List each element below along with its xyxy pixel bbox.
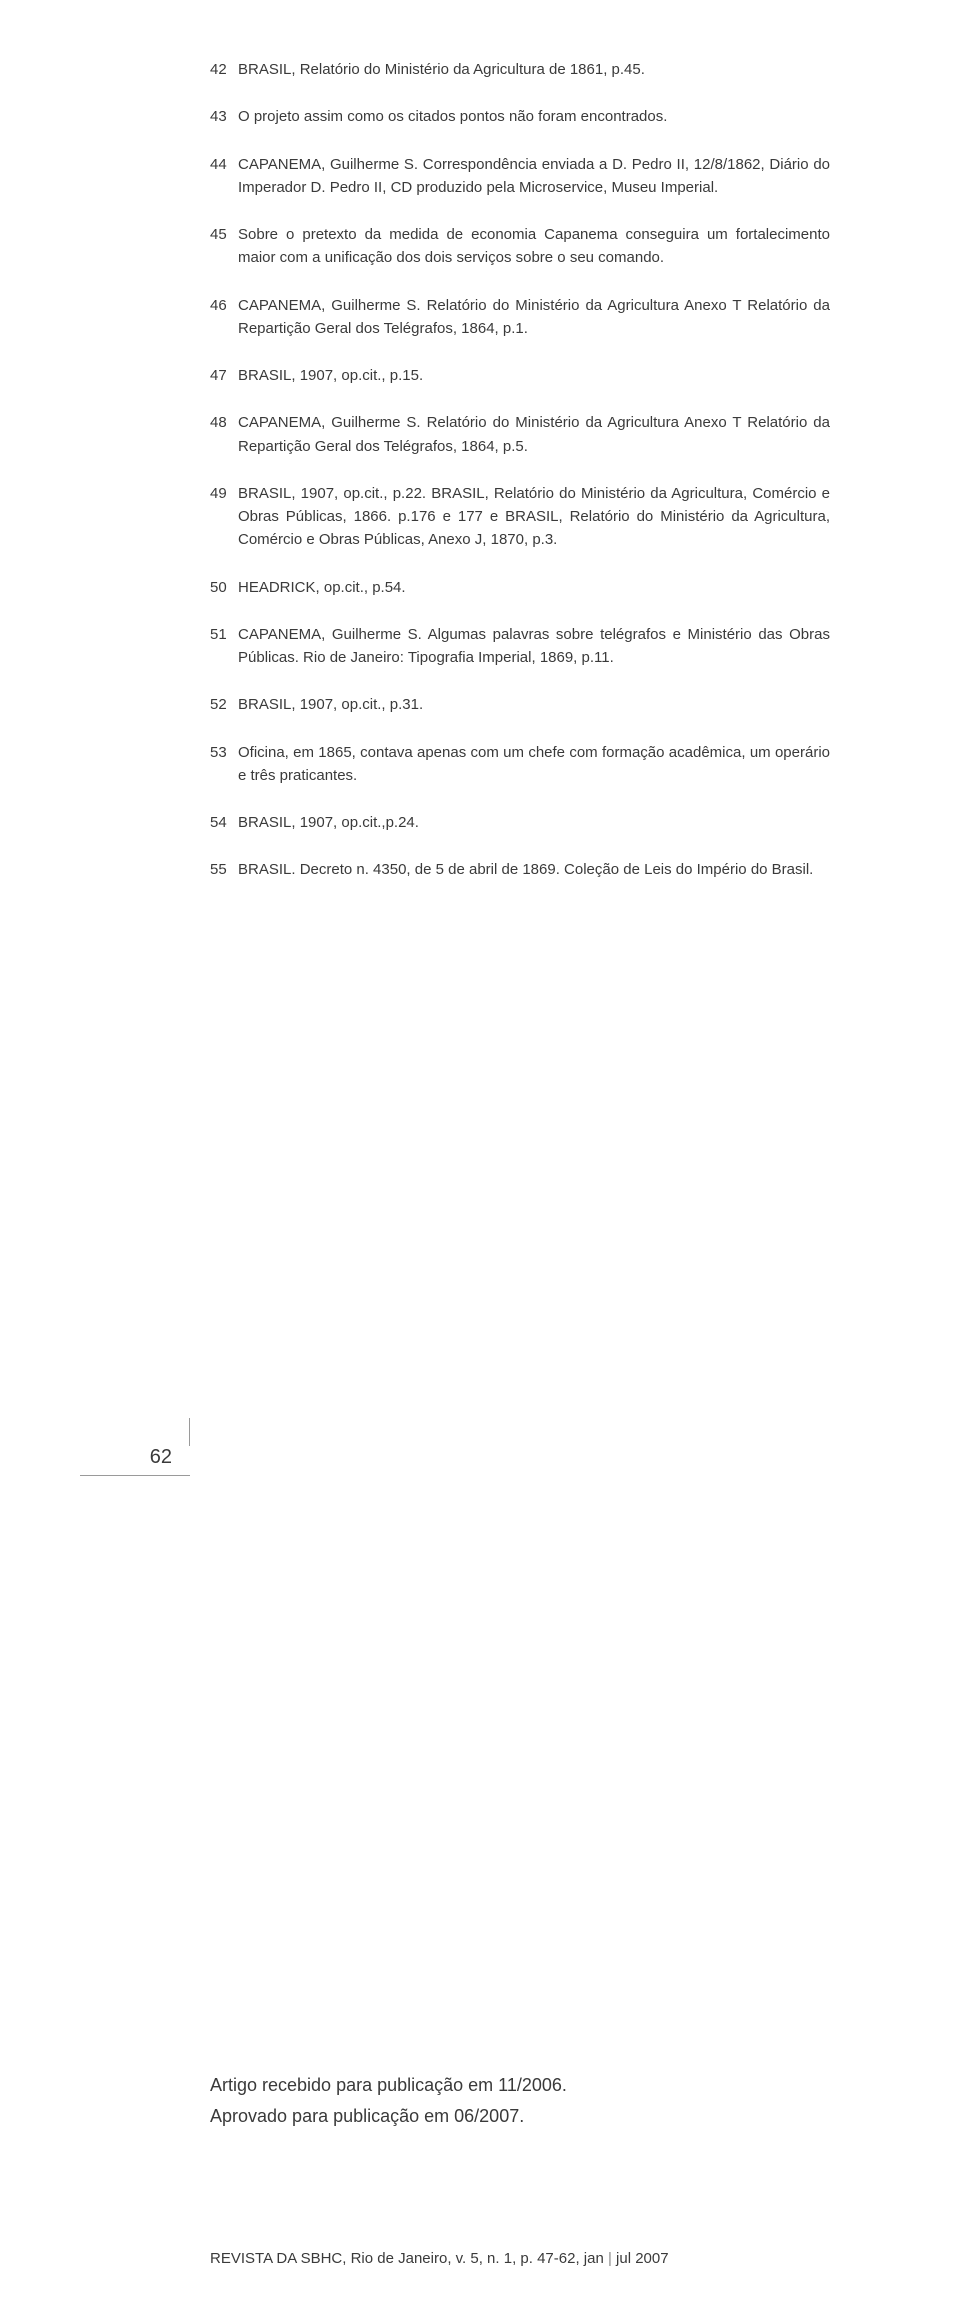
footer-tail: jul 2007 [612, 2250, 669, 2267]
note-number: 43 [210, 105, 238, 128]
note-number: 53 [210, 741, 238, 764]
article-received: Artigo recebido para publicação em 11/20… [210, 2070, 830, 2101]
note-text: CAPANEMA, Guilherme S. Correspondência e… [210, 153, 830, 200]
note-text: O projeto assim como os citados pontos n… [210, 105, 830, 128]
note-46: 46 CAPANEMA, Guilherme S. Relatório do M… [210, 294, 830, 341]
article-approved: Aprovado para publicação em 06/2007. [210, 2101, 830, 2132]
page-number-block: 62 [80, 1446, 190, 1476]
note-number: 50 [210, 576, 238, 599]
note-number: 54 [210, 811, 238, 834]
note-text: Oficina, em 1865, contava apenas com um … [210, 741, 830, 788]
note-text: CAPANEMA, Guilherme S. Algumas palavras … [210, 623, 830, 670]
note-45: 45 Sobre o pretexto da medida de economi… [210, 223, 830, 270]
note-number: 48 [210, 411, 238, 434]
note-text: BRASIL, 1907, op.cit., p.22. BRASIL, Rel… [210, 482, 830, 552]
note-text: CAPANEMA, Guilherme S. Relatório do Mini… [210, 411, 830, 458]
note-51: 51 CAPANEMA, Guilherme S. Algumas palavr… [210, 623, 830, 670]
note-text: CAPANEMA, Guilherme S. Relatório do Mini… [210, 294, 830, 341]
note-54: 54 BRASIL, 1907, op.cit.,p.24. [210, 811, 830, 834]
note-number: 49 [210, 482, 238, 505]
note-number: 44 [210, 153, 238, 176]
note-number: 55 [210, 858, 238, 881]
note-44: 44 CAPANEMA, Guilherme S. Correspondênci… [210, 153, 830, 200]
page-number: 62 [80, 1446, 190, 1475]
note-text: BRASIL, Relatório do Ministério da Agric… [210, 58, 830, 81]
note-48: 48 CAPANEMA, Guilherme S. Relatório do M… [210, 411, 830, 458]
note-text: BRASIL, 1907, op.cit., p.15. [210, 364, 830, 387]
note-49: 49 BRASIL, 1907, op.cit., p.22. BRASIL, … [210, 482, 830, 552]
notes-list: 42 BRASIL, Relatório do Ministério da Ag… [210, 58, 830, 906]
note-text: Sobre o pretexto da medida de economia C… [210, 223, 830, 270]
note-number: 42 [210, 58, 238, 81]
note-43: 43 O projeto assim como os citados ponto… [210, 105, 830, 128]
page-number-rule [80, 1475, 190, 1476]
note-number: 47 [210, 364, 238, 387]
note-text: HEADRICK, op.cit., p.54. [210, 576, 830, 599]
note-text: BRASIL. Decreto n. 4350, de 5 de abril d… [210, 858, 830, 881]
footer-text: REVISTA DA SBHC, Rio de Janeiro, v. 5, n… [210, 2250, 608, 2267]
note-number: 46 [210, 294, 238, 317]
journal-footer: REVISTA DA SBHC, Rio de Janeiro, v. 5, n… [210, 2250, 830, 2267]
note-number: 52 [210, 693, 238, 716]
note-50: 50 HEADRICK, op.cit., p.54. [210, 576, 830, 599]
note-text: BRASIL, 1907, op.cit., p.31. [210, 693, 830, 716]
article-info: Artigo recebido para publicação em 11/20… [210, 2070, 830, 2131]
note-42: 42 BRASIL, Relatório do Ministério da Ag… [210, 58, 830, 81]
note-number: 45 [210, 223, 238, 246]
note-number: 51 [210, 623, 238, 646]
note-53: 53 Oficina, em 1865, contava apenas com … [210, 741, 830, 788]
note-47: 47 BRASIL, 1907, op.cit., p.15. [210, 364, 830, 387]
note-text: BRASIL, 1907, op.cit.,p.24. [210, 811, 830, 834]
page-number-vrule [189, 1418, 190, 1446]
note-52: 52 BRASIL, 1907, op.cit., p.31. [210, 693, 830, 716]
note-55: 55 BRASIL. Decreto n. 4350, de 5 de abri… [210, 858, 830, 881]
